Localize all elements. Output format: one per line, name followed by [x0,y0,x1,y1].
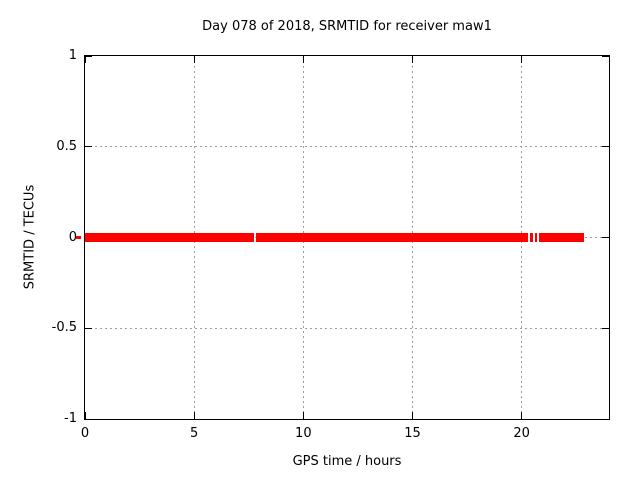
y-tick-label: 1 [68,48,77,63]
plot-area: 0 5 10 15 20 -1 -0.5 0 0.5 1 [52,48,610,441]
y-tick-label: -1 [64,411,77,426]
x-tick-bottom [521,412,523,419]
x-tick-bottom [302,412,304,419]
y-gridline [85,146,609,148]
data-segment [529,233,534,242]
x-tick-label: 0 [80,426,90,441]
x-tick-top [521,56,523,63]
x-tick-label: 15 [404,426,421,441]
y-tick-left [85,146,92,148]
y-tick-left [85,327,92,329]
x-axis-label: GPS time / hours [292,454,402,469]
y-tick-label: 0.5 [56,138,77,154]
data-segment [85,233,254,242]
x-tick-top [412,56,413,63]
y-tick-label: 0 [68,229,77,245]
x-tick-bottom [412,412,413,419]
data-segment [255,233,528,242]
x-tick-top [302,56,304,63]
x-tick-bottom [193,412,195,419]
x-tick-top [193,56,195,63]
x-tick-label: 10 [295,426,312,441]
y-tick-right [602,237,609,238]
x-tick-label: 5 [190,426,199,441]
x-tick-bottom [84,412,86,419]
x-tick-label: 20 [513,426,530,441]
y-tick-left [85,55,92,57]
chart-title: Day 078 of 2018, SRMTID for receiver maw… [202,19,492,34]
y-tick-right [602,327,609,329]
y-tick-left [85,418,92,420]
data-segment [535,233,537,242]
y-gridline [85,327,609,329]
y-tick-right [602,418,609,420]
y-tick-right [602,146,609,148]
data-segment [538,233,585,242]
clipped-point-marker [76,236,81,239]
x-tick-top [84,56,86,63]
y-tick-right [602,55,609,57]
y-tick-label: -0.5 [51,320,77,336]
